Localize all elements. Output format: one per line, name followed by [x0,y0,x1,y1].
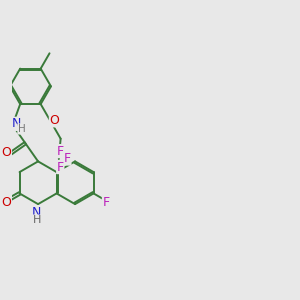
Text: F: F [57,145,64,158]
Text: O: O [1,196,10,209]
Text: N: N [11,117,21,130]
Text: H: H [32,215,41,225]
Text: O: O [50,114,59,127]
Text: H: H [18,124,26,134]
Text: F: F [57,160,64,174]
Text: F: F [102,196,110,209]
Text: N: N [32,206,41,219]
Text: F: F [64,152,71,165]
Text: O: O [1,146,11,159]
